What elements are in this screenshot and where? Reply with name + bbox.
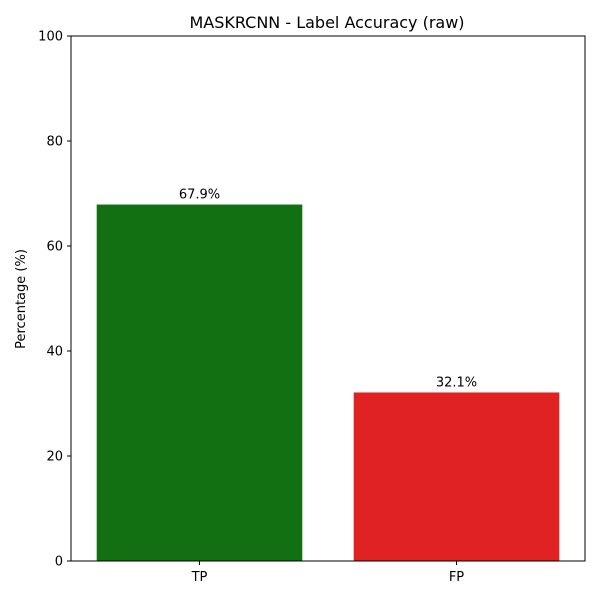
plot-frame: [70, 35, 586, 562]
plot-area: 67.9% 32.1% 0 20 40 60 80 100 TP FP: [38, 30, 586, 585]
data-label-tp: 67.9%: [179, 188, 220, 203]
data-label-fp: 32.1%: [436, 375, 477, 390]
x-tick-label-fp: FP: [449, 570, 464, 585]
y-tick-label: 0: [55, 555, 63, 570]
y-tick-label: 20: [46, 450, 63, 465]
x-tick-label-tp: TP: [191, 570, 208, 585]
y-tick-label: 80: [46, 135, 63, 150]
bar-tp: [96, 204, 303, 561]
y-axis-label: Percentage (%): [14, 249, 29, 349]
bar-fp: [353, 392, 560, 561]
y-tick-label: 100: [38, 30, 63, 45]
chart-title: MASKRCNN - Label Accuracy (raw): [189, 13, 464, 32]
y-tick-label: 40: [46, 345, 63, 360]
y-tick-label: 60: [46, 240, 63, 255]
